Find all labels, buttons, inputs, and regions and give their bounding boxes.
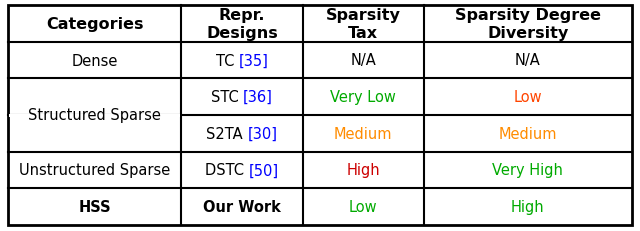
Text: Categories: Categories [46, 17, 143, 32]
Text: Medium: Medium [334, 126, 392, 141]
Text: Structured Sparse: Structured Sparse [28, 108, 161, 123]
Text: [36]: [36] [243, 90, 273, 105]
Text: S2TA: S2TA [206, 126, 248, 141]
Text: Medium: Medium [499, 126, 557, 141]
Text: Very High: Very High [492, 163, 563, 178]
Text: Unstructured Sparse: Unstructured Sparse [19, 163, 170, 178]
Text: STC: STC [211, 90, 243, 105]
Text: HSS: HSS [79, 199, 111, 214]
Text: N/A: N/A [350, 53, 376, 68]
Text: High: High [346, 163, 380, 178]
Text: TC: TC [216, 53, 239, 68]
Text: [50]: [50] [249, 163, 279, 178]
Text: High: High [511, 199, 545, 214]
Text: [35]: [35] [239, 53, 268, 68]
Text: DSTC: DSTC [205, 163, 249, 178]
Text: Very Low: Very Low [330, 90, 396, 105]
Text: Low: Low [513, 90, 542, 105]
Text: Low: Low [349, 199, 378, 214]
Text: Sparsity
Tax: Sparsity Tax [326, 8, 401, 40]
Text: Sparsity Degree
Diversity: Sparsity Degree Diversity [455, 8, 601, 40]
Text: Dense: Dense [72, 53, 118, 68]
Text: N/A: N/A [515, 53, 541, 68]
Text: Our Work: Our Work [203, 199, 281, 214]
Text: Repr.
Designs: Repr. Designs [206, 8, 278, 40]
Text: [30]: [30] [248, 126, 278, 141]
Bar [9, 114, 180, 117]
